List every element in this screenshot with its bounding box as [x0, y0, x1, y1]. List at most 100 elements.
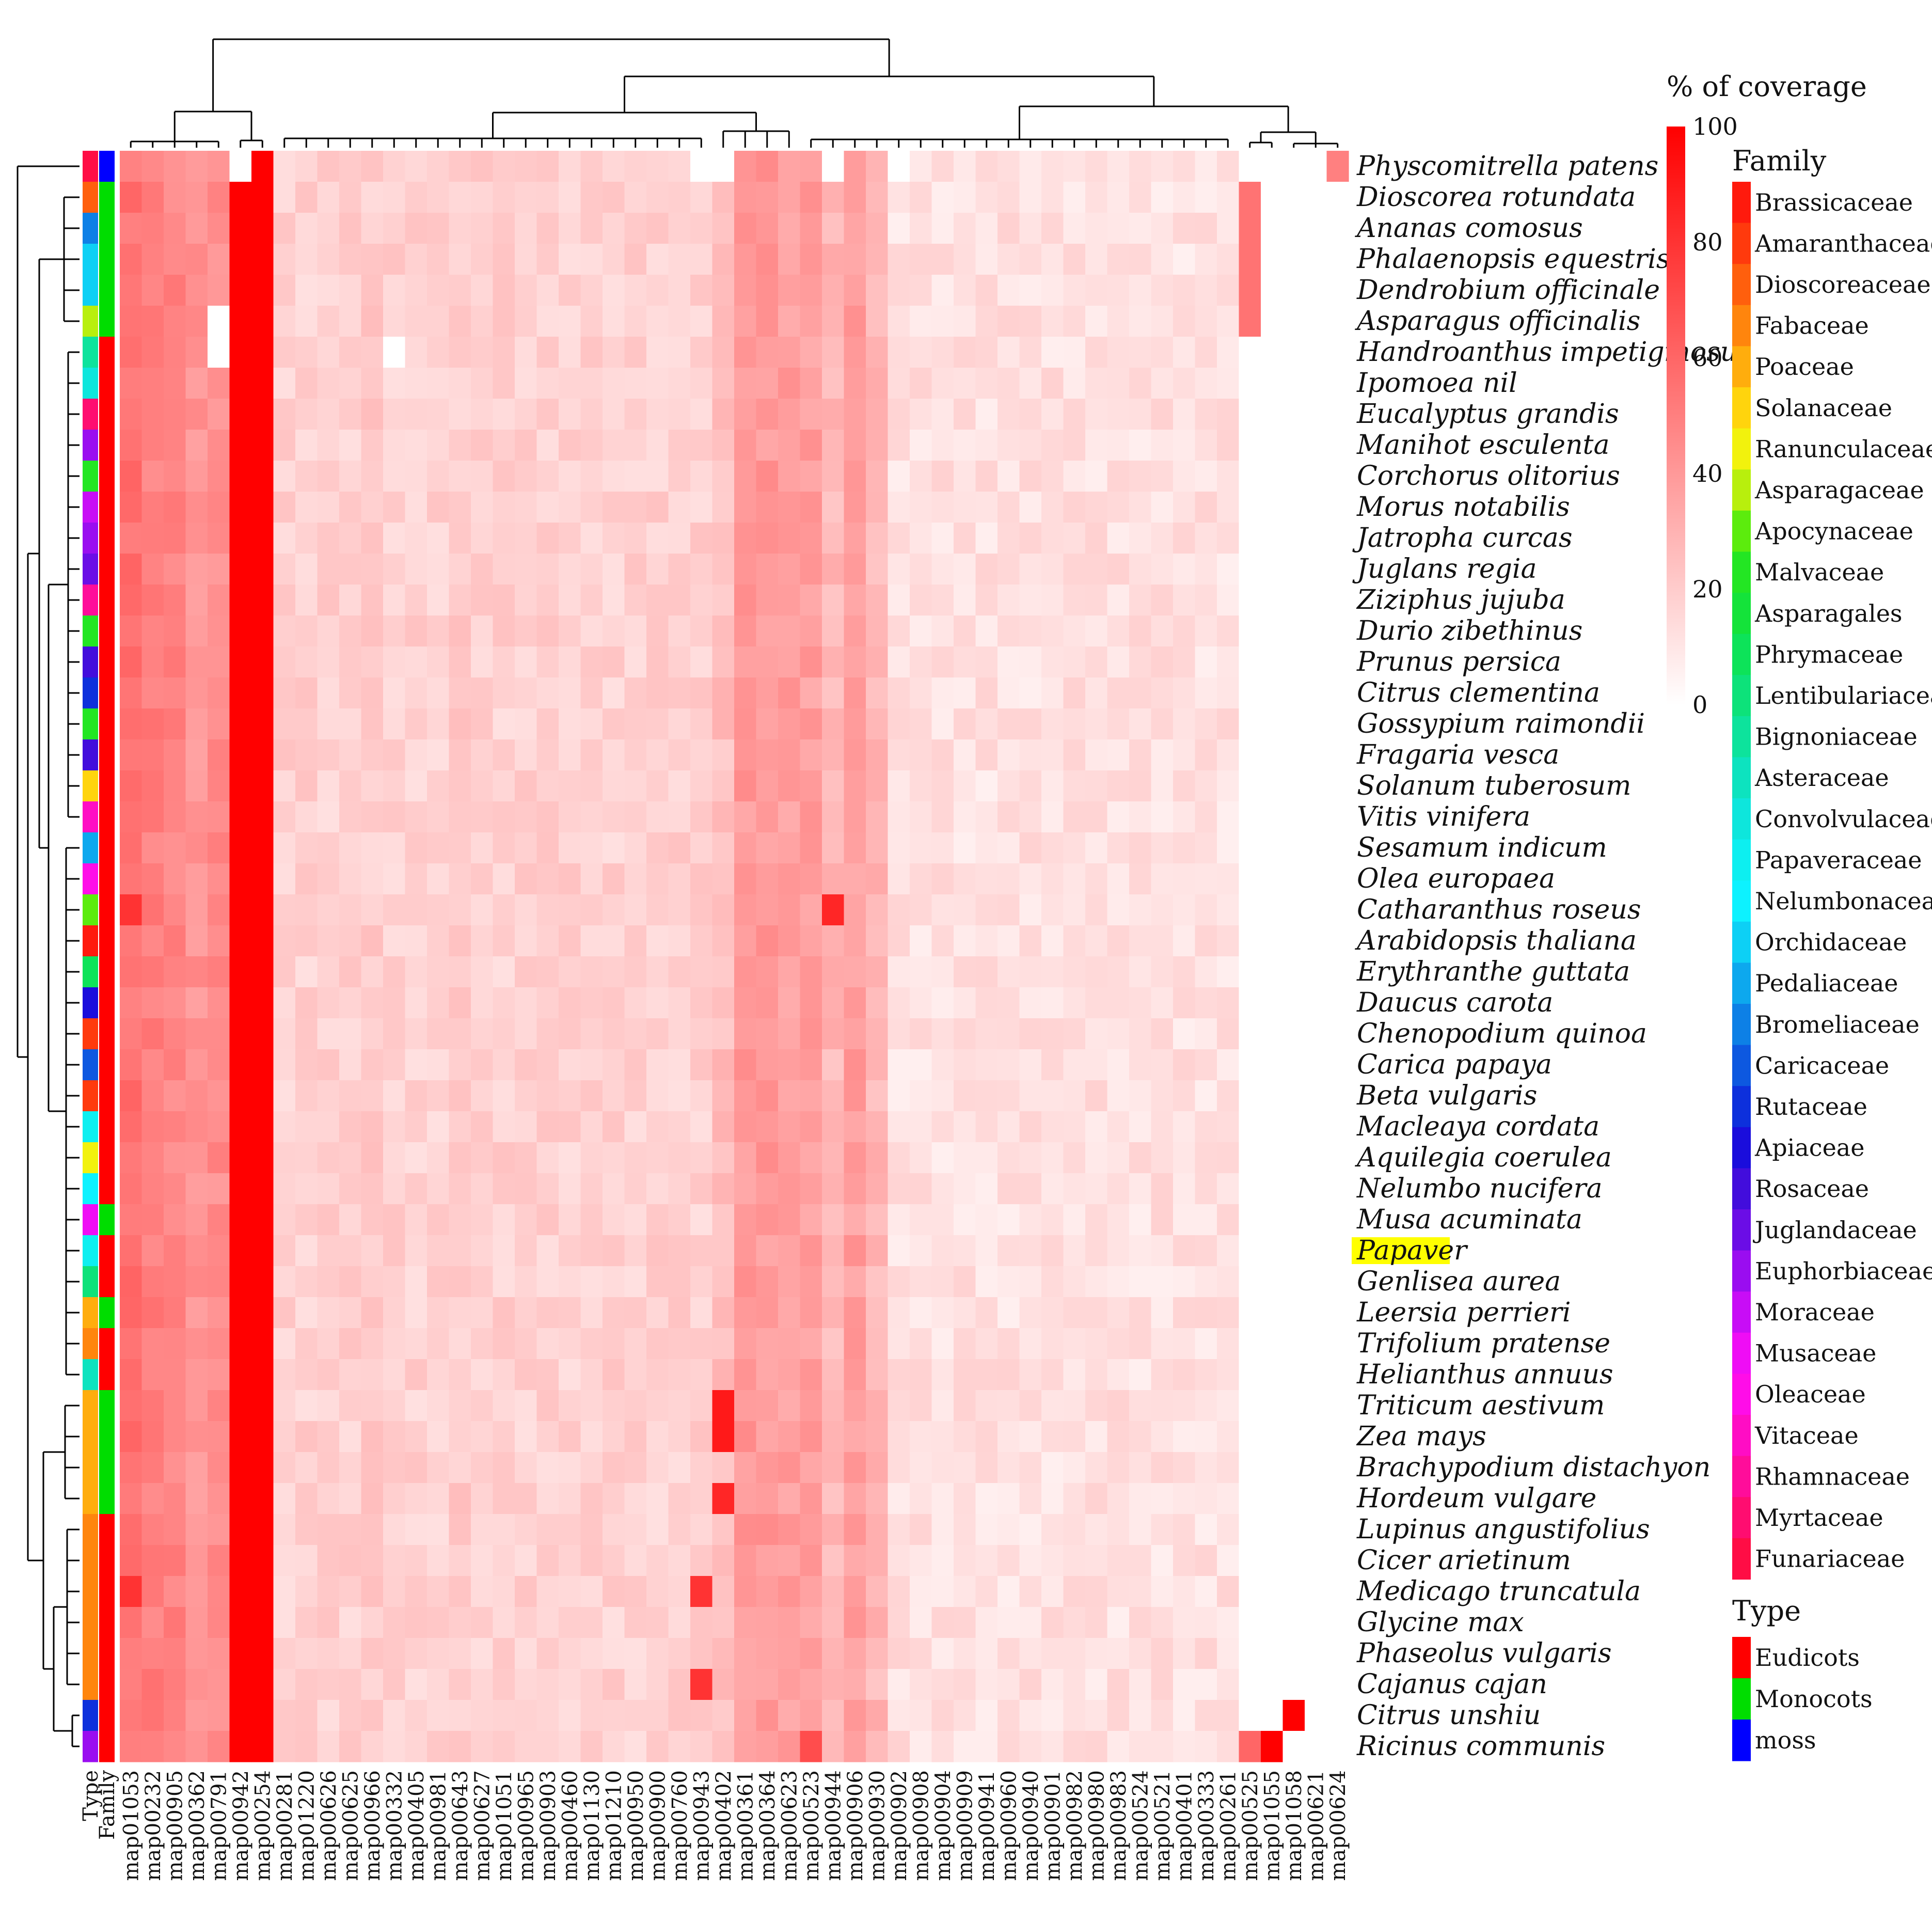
heatmap-cell: [317, 523, 340, 554]
heatmap-cell: [822, 1576, 845, 1607]
heatmap-cell: [1173, 1204, 1196, 1236]
heatmap-cell: [120, 1700, 142, 1731]
heatmap-cell: [383, 337, 406, 368]
heatmap-cell: [120, 956, 142, 988]
heatmap-cell: [800, 863, 822, 895]
column-label: map01055: [1260, 1770, 1284, 1881]
heatmap-cell: [800, 1452, 822, 1484]
heatmap-cell: [931, 894, 954, 926]
heatmap-cell: [536, 461, 559, 492]
heatmap-cell: [1195, 1421, 1217, 1453]
heatmap-cell: [120, 1235, 142, 1267]
heatmap-cell: [427, 1421, 450, 1453]
heatmap-cell: [515, 1700, 537, 1731]
family-cell: [83, 1607, 98, 1638]
heatmap-cell: [975, 337, 998, 368]
heatmap-cell: [668, 585, 691, 616]
heatmap-cell: [690, 1390, 713, 1422]
heatmap-cell: [493, 182, 515, 213]
heatmap-cell: [756, 151, 779, 182]
heatmap-cell: [778, 616, 801, 647]
heatmap-cell: [295, 523, 318, 554]
heatmap-cell: [1305, 1545, 1327, 1576]
heatmap-cell: [1041, 1669, 1064, 1700]
family-cell: [83, 1142, 98, 1174]
family-swatch: [1732, 387, 1751, 429]
heatmap-cell: [185, 1545, 208, 1576]
heatmap-cell: [449, 492, 471, 523]
heatmap-cell: [756, 1266, 779, 1298]
heatmap-cell: [515, 1018, 537, 1050]
heatmap-cell: [1326, 956, 1349, 988]
heatmap-cell: [931, 182, 954, 213]
heatmap-cell: [339, 1700, 362, 1731]
heatmap-cell: [1239, 1173, 1261, 1205]
heatmap-cell: [1326, 1328, 1349, 1360]
heatmap-cell: [1282, 1204, 1305, 1236]
heatmap-cell: [844, 1328, 866, 1360]
heatmap-cell: [712, 1142, 735, 1174]
heatmap-cell: [427, 585, 450, 616]
heatmap-cell: [734, 461, 757, 492]
heatmap-cell: [251, 646, 274, 678]
heatmap-cell: [339, 1638, 362, 1669]
heatmap-cell: [756, 1049, 779, 1081]
heatmap-cell: [471, 1204, 494, 1236]
heatmap-cell: [295, 801, 318, 833]
heatmap-cell: [931, 1173, 954, 1205]
family-swatch: [1732, 469, 1751, 511]
heatmap-cell: [251, 1669, 274, 1700]
heatmap-cell: [1305, 1049, 1327, 1081]
heatmap-cell: [997, 894, 1020, 926]
heatmap-cell: [471, 1483, 494, 1515]
heatmap-cell: [1326, 1297, 1349, 1329]
heatmap-cell: [1019, 956, 1042, 988]
heatmap-cell: [405, 894, 427, 926]
heatmap-cell: [471, 1607, 494, 1638]
heatmap-cell: [844, 1235, 866, 1267]
heatmap-cell: [646, 863, 669, 895]
heatmap-cell: [822, 925, 845, 957]
type-cell: [99, 677, 115, 709]
heatmap-cell: [580, 987, 603, 1019]
heatmap-cell: [1151, 1235, 1174, 1267]
heatmap-cell: [383, 863, 406, 895]
heatmap-cell: [536, 616, 559, 647]
heatmap-cell: [931, 770, 954, 802]
family-swatch: [1732, 551, 1751, 593]
heatmap-cell: [405, 1328, 427, 1360]
heatmap-cell: [405, 492, 427, 523]
heatmap-cell: [1151, 1111, 1174, 1143]
heatmap-cell: [141, 1390, 164, 1422]
heatmap-cell: [1326, 275, 1349, 306]
heatmap-cell: [515, 1359, 537, 1391]
heatmap-cell: [800, 399, 822, 430]
heatmap-cell: [1063, 554, 1086, 585]
heatmap-cell: [1326, 306, 1349, 337]
heatmap-cell: [317, 956, 340, 988]
heatmap-cell: [251, 832, 274, 864]
heatmap-cell: [800, 368, 822, 399]
heatmap-cell: [449, 1638, 471, 1669]
heatmap-cell: [712, 646, 735, 678]
heatmap-cell: [493, 956, 515, 988]
heatmap-cell: [866, 1080, 889, 1112]
heatmap-cell: [800, 461, 822, 492]
heatmap-cell: [1063, 832, 1086, 864]
heatmap-cell: [295, 368, 318, 399]
heatmap-cell: [822, 1483, 845, 1515]
row-label: Ananas comosus: [1355, 213, 1583, 244]
heatmap-cell: [251, 182, 274, 213]
heatmap-cell: [1129, 1235, 1152, 1267]
heatmap-cell: [405, 1700, 427, 1731]
row-label: Ziziphus jujuba: [1356, 585, 1565, 616]
heatmap-cell: [866, 523, 889, 554]
heatmap-cell: [580, 1328, 603, 1360]
heatmap-cell: [164, 616, 186, 647]
heatmap-cell: [273, 492, 296, 523]
family-swatch: [1732, 182, 1751, 224]
heatmap-cell: [1129, 1669, 1152, 1700]
heatmap-cell: [1085, 956, 1108, 988]
type-cell: [99, 275, 115, 306]
heatmap-cell: [1261, 1328, 1284, 1360]
